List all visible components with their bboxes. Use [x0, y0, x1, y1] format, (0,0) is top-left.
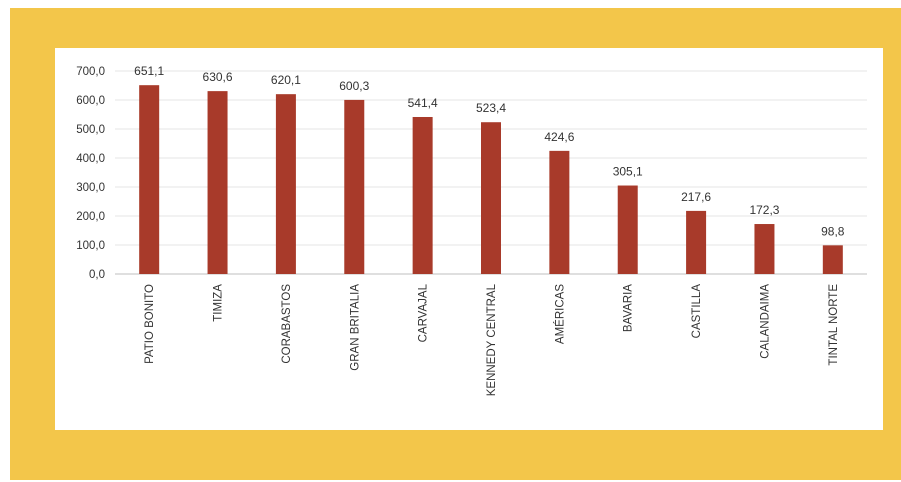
bar	[275, 94, 296, 274]
x-tick-label: TINTAL NORTE	[828, 284, 840, 366]
x-tick-label: CASTILLA	[691, 284, 703, 339]
bar	[686, 210, 707, 274]
data-label: 98,8	[821, 224, 845, 238]
bar	[344, 99, 365, 274]
data-label: 523,4	[476, 101, 506, 115]
data-label: 305,1	[613, 165, 643, 179]
bar	[207, 91, 228, 274]
bar	[754, 224, 775, 274]
bar-chart: 0,0 100,0 200,0 300,0 400,0 500,0 600,0 700,0 65…	[76, 64, 867, 396]
y-tick-label: 100,0	[76, 240, 105, 252]
data-label: 172,3	[749, 203, 779, 217]
y-tick-label: 300,0	[76, 182, 105, 194]
y-tick-label: 600,0	[76, 95, 105, 107]
x-tick-label: CALANDAIMA	[759, 284, 771, 359]
y-tick-label: 200,0	[76, 211, 105, 223]
x-tick-label: GRAN BRITALIA	[349, 284, 361, 371]
data-label: 217,6	[681, 190, 711, 204]
data-label: 630,6	[203, 70, 233, 84]
y-tick-label: 400,0	[76, 153, 105, 165]
x-tick-label: CARVAJAL	[418, 283, 430, 342]
data-label: 600,3	[339, 79, 369, 93]
x-tick-label: PATIO BONITO	[144, 284, 156, 364]
data-label: 620,1	[271, 73, 301, 87]
chart-card: 0,0 100,0 200,0 300,0 400,0 500,0 600,0 700,0 65…	[55, 48, 883, 430]
data-label: 651,1	[134, 64, 164, 78]
y-tick-label: 500,0	[76, 124, 105, 136]
bar	[412, 116, 433, 274]
y-tick-label: 0,0	[89, 269, 105, 281]
bar	[822, 245, 843, 274]
x-tick-label: AMÉRICAS	[553, 284, 566, 344]
data-label: 424,6	[544, 130, 574, 144]
bar	[139, 85, 160, 274]
data-label: 541,4	[408, 96, 438, 110]
x-tick-label: TIMIZA	[213, 284, 225, 322]
y-tick-label: 700,0	[76, 66, 105, 78]
bar	[617, 185, 638, 274]
x-tick-label: BAVARIA	[623, 284, 635, 332]
x-tick-label: CORABASTOS	[281, 284, 293, 364]
x-tick-label: KENNEDY CENTRAL	[486, 283, 498, 396]
bar	[549, 150, 570, 274]
bar	[481, 122, 501, 275]
